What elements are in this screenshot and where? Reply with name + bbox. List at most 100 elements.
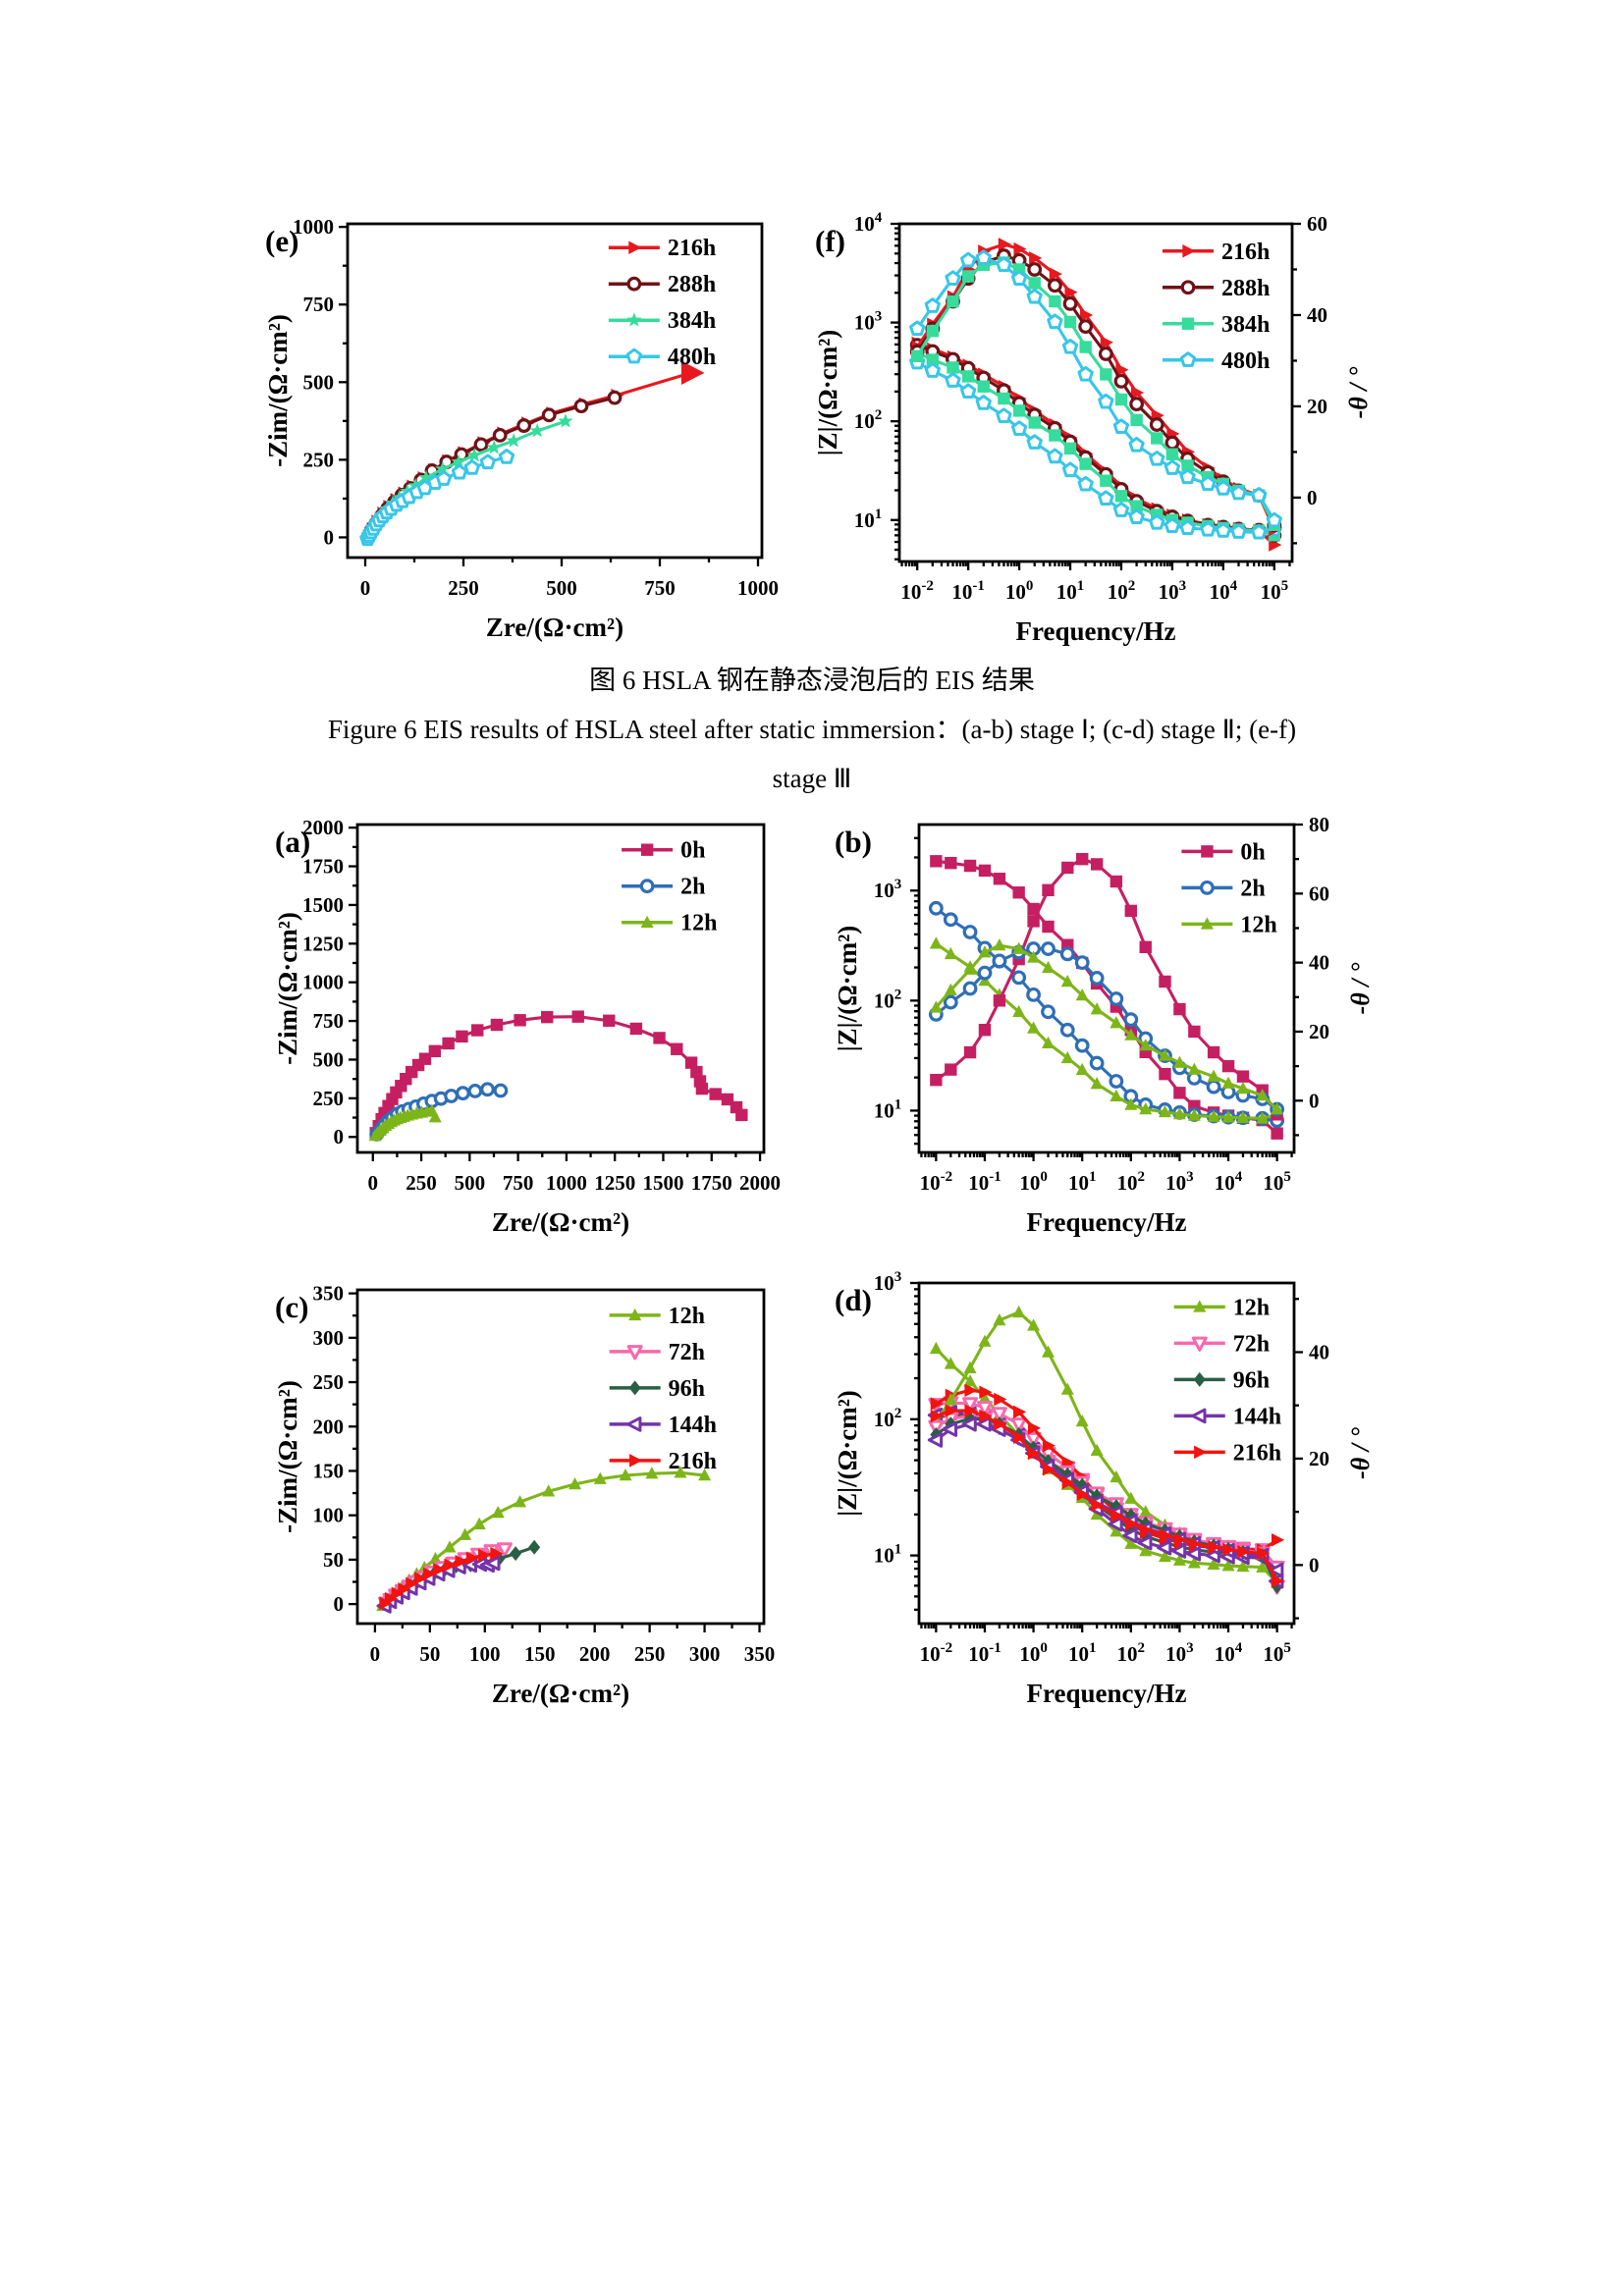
legend-label: 0h [1240, 839, 1265, 865]
panel-c-series-96h [381, 1539, 541, 1612]
legend-item-12h: 12h [1173, 1295, 1270, 1320]
svg-text:100: 100 [1019, 1640, 1048, 1666]
caption-line-english-2: stage Ⅲ [772, 764, 852, 793]
panel-a-legend: 0h 2h 12h [622, 838, 717, 936]
svg-text:500: 500 [303, 370, 335, 394]
svg-text:20: 20 [1309, 1447, 1329, 1470]
svg-text:750: 750 [303, 293, 335, 316]
svg-text:100: 100 [1019, 1169, 1048, 1195]
svg-text:300: 300 [689, 1642, 721, 1666]
svg-text:102: 102 [854, 407, 883, 433]
svg-text:1000: 1000 [302, 971, 344, 994]
svg-text:750: 750 [313, 1009, 345, 1033]
legend-item-72h: 72h [609, 1340, 705, 1365]
svg-text:20: 20 [1307, 395, 1327, 418]
svg-text:0: 0 [1309, 1553, 1320, 1576]
legend-item-12h: 12h [1181, 912, 1277, 937]
legend-label: 72h [1233, 1331, 1270, 1357]
panel-c: 0 50 100 150 200 250 300 350 0 50 100 150 200 250 300 3… [271, 1274, 785, 1723]
svg-text:150: 150 [524, 1642, 556, 1666]
caption-line-chinese: 图 6 HSLA 钢在静态浸泡后的 EIS 结果 [589, 666, 1035, 695]
legend-label: 216h [1221, 240, 1270, 265]
caption-line-english: Figure 6 EIS results of HSLA steel after… [327, 715, 1297, 744]
legend-item-288h: 288h [608, 272, 716, 297]
svg-text:105: 105 [1263, 1169, 1291, 1195]
svg-text:103: 103 [874, 877, 902, 902]
panel-f-chart: 10-2 10-1 100 101 102 103 104 105 101 102 103 104 0 2… [813, 210, 1373, 646]
svg-text:0: 0 [1307, 486, 1318, 509]
svg-text:104: 104 [1215, 1640, 1243, 1666]
panel-b-chart: 10-2 10-1 100 101 102 103 104 105 101 102 103 0 20 40… [833, 813, 1375, 1237]
panel-e-series-480h [359, 449, 515, 547]
svg-text:50: 50 [419, 1642, 440, 1666]
panel-e-ylabel: -Zim/(Ω·cm²) [263, 314, 293, 467]
svg-text:103: 103 [1159, 578, 1187, 604]
svg-text:104: 104 [1210, 578, 1238, 604]
svg-text:40: 40 [1307, 303, 1327, 327]
svg-text:60: 60 [1309, 881, 1329, 905]
svg-text:102: 102 [874, 1406, 902, 1431]
svg-text:0: 0 [324, 525, 335, 549]
svg-text:200: 200 [579, 1642, 611, 1666]
svg-text:750: 750 [644, 576, 676, 600]
panel-c-axes: 0 50 100 150 200 250 300 350 0 50 100 150 200 250 300 3… [313, 1282, 776, 1666]
panel-c-chart: 0 50 100 150 200 250 300 350 0 50 100 150 200 250 300 3… [273, 1282, 776, 1708]
panel-c-legend: 12h 72h 96h 144h 216h [609, 1304, 717, 1474]
legend-item-384h: 384h [608, 308, 716, 334]
svg-text:1500: 1500 [302, 893, 344, 917]
panel-d-axes: 10-2 10-1 100 101 102 103 104 105 101 102 103 0 20 40 [874, 1269, 1329, 1666]
svg-text:20: 20 [1309, 1020, 1329, 1043]
svg-text:101: 101 [874, 1542, 902, 1568]
panel-b: 10-2 10-1 100 101 102 103 104 105 101 102 103 0 20 40… [831, 809, 1386, 1252]
svg-text:0: 0 [360, 576, 371, 600]
legend-item-216h: 216h [609, 1449, 717, 1474]
panel-e-series-384h [359, 413, 573, 544]
legend-label: 2h [680, 875, 705, 900]
legend-item-144h: 144h [609, 1413, 717, 1438]
legend-item-96h: 96h [609, 1376, 705, 1402]
svg-text:101: 101 [1068, 1169, 1097, 1195]
panel-d-legend: 12h 72h 96h 144h 216h [1173, 1295, 1281, 1466]
panel-f-series-480h-left [909, 353, 1282, 540]
panel-f: 10-2 10-1 100 101 102 103 104 105 101 102 103 104 0 2… [811, 208, 1384, 661]
svg-text:1250: 1250 [594, 1171, 635, 1195]
panel-f-label: (f) [815, 224, 845, 258]
svg-text:250: 250 [634, 1642, 666, 1666]
panel-f-series-384h-left [910, 347, 1281, 542]
svg-text:101: 101 [1056, 578, 1085, 604]
svg-text:350: 350 [313, 1282, 345, 1306]
panel-a-label: (a) [275, 825, 310, 859]
panel-b-label: (b) [835, 825, 872, 859]
svg-text:10-1: 10-1 [951, 578, 985, 604]
svg-text:100: 100 [1005, 578, 1033, 604]
panel-d-label: (d) [835, 1283, 872, 1317]
legend-item-216h: 216h [1173, 1440, 1281, 1466]
panel-d-ylabel: |Z|/(Ω·cm²) [833, 1390, 862, 1517]
legend-item-0h: 0h [622, 838, 705, 864]
panel-d-chart: 10-2 10-1 100 101 102 103 104 105 101 102 103 0 20 40… [833, 1269, 1375, 1708]
svg-text:103: 103 [874, 1269, 902, 1295]
legend-label: 72h [669, 1340, 705, 1365]
panel-d: 10-2 10-1 100 101 102 103 104 105 101 102 103 0 20 40… [831, 1267, 1386, 1723]
legend-label: 384h [1221, 312, 1270, 338]
svg-text:104: 104 [1215, 1169, 1243, 1195]
svg-text:500: 500 [546, 576, 577, 600]
panel-b-legend: 0h 2h 12h [1181, 839, 1277, 937]
svg-text:250: 250 [406, 1171, 437, 1195]
panel-e-series-216h [362, 360, 705, 544]
svg-text:101: 101 [1068, 1640, 1097, 1666]
svg-text:750: 750 [503, 1171, 533, 1195]
svg-text:105: 105 [1261, 578, 1289, 604]
svg-text:0: 0 [370, 1642, 381, 1666]
legend-item-2h: 2h [622, 875, 705, 900]
panel-a-series-12h [368, 1103, 442, 1142]
legend-label: 216h [1233, 1440, 1281, 1466]
legend-label: 288h [668, 272, 716, 297]
panel-b-xlabel: Frequency/Hz [1027, 1207, 1187, 1237]
legend-label: 96h [669, 1376, 705, 1402]
legend-label: 216h [668, 236, 716, 261]
legend-item-480h: 480h [608, 345, 716, 370]
legend-item-0h: 0h [1181, 839, 1266, 865]
panel-c-xlabel: Zre/(Ω·cm²) [492, 1679, 629, 1708]
figure-caption: 图 6 HSLA 钢在静态浸泡后的 EIS 结果 Figure 6 EIS re… [0, 656, 1624, 803]
